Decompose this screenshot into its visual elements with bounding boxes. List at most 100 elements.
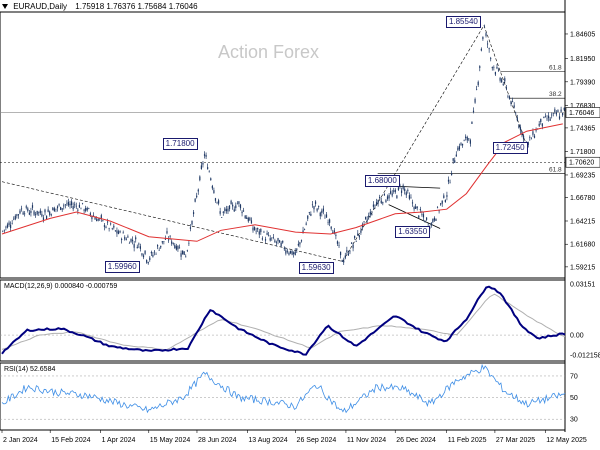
candle-body <box>138 243 140 245</box>
candle-body <box>329 219 331 223</box>
candle-body <box>189 227 192 229</box>
candle-body <box>197 189 199 192</box>
candle-body <box>232 204 234 207</box>
candle-body <box>365 217 367 219</box>
candle-body <box>253 227 256 231</box>
candle-body <box>486 43 489 45</box>
price-annotation-label: 1.85540 <box>445 16 481 29</box>
candle-body <box>35 214 37 216</box>
rsi-panel-frame <box>0 362 566 431</box>
candle-body <box>532 131 534 135</box>
current-price-tag-box <box>565 107 600 118</box>
x-tick-label: 11 Nov 2024 <box>347 437 386 444</box>
candle-body <box>3 229 5 231</box>
candle-body <box>385 200 387 203</box>
candle-body <box>451 173 453 176</box>
candle-body <box>424 221 426 223</box>
candle-body <box>257 227 259 230</box>
candle-body <box>185 256 187 258</box>
rsi-title: RSI(14) 52.6584 <box>4 366 55 373</box>
candle-body <box>133 244 135 248</box>
candle-body <box>117 231 120 234</box>
candle-body <box>96 219 98 222</box>
candle-body <box>239 204 242 209</box>
channel-top <box>395 185 441 189</box>
candle-body <box>289 250 292 254</box>
candle-body <box>546 118 548 120</box>
candle-body <box>504 78 506 82</box>
x-tick-label: 11 Feb 2025 <box>448 437 487 444</box>
rsi-tick-label: 70 <box>570 373 578 380</box>
candle-body <box>541 123 543 127</box>
candle-body <box>196 195 198 198</box>
candle-body <box>233 209 235 212</box>
candle-body <box>85 207 87 211</box>
candle-body <box>471 121 473 124</box>
candle-body <box>188 242 190 244</box>
candle-body <box>563 107 565 110</box>
candle-body <box>222 211 224 213</box>
candle-body <box>452 158 454 161</box>
candle-body <box>507 96 509 98</box>
candle-body <box>175 246 177 250</box>
candle-body <box>177 245 179 250</box>
candle-body <box>330 226 332 229</box>
candle-body <box>418 215 420 218</box>
candle-body <box>522 135 525 140</box>
candle-body <box>78 204 81 208</box>
macd-line <box>1 285 566 356</box>
candle-body <box>19 210 21 214</box>
x-tick-label: 2 Jan 2024 <box>3 437 38 444</box>
candle-body <box>157 245 159 247</box>
candle-body <box>413 207 415 210</box>
candle-body <box>64 204 66 206</box>
candle-body <box>283 248 285 250</box>
macd-tick-label: 0.03151 <box>570 282 595 289</box>
moving-average-line <box>1 123 563 242</box>
candle-body <box>468 138 470 140</box>
candle-body <box>144 250 146 254</box>
candle-body <box>457 147 459 151</box>
candle-body <box>178 247 181 249</box>
x-tick-label: 12 May 2025 <box>546 437 587 444</box>
candle-body <box>363 221 365 222</box>
candle-body <box>81 203 84 204</box>
candle-body <box>75 205 77 207</box>
candle-body <box>285 250 287 254</box>
menu-triangle-icon[interactable] <box>2 4 8 10</box>
candle-body <box>371 213 373 215</box>
candle-body <box>49 211 51 215</box>
candle-body <box>235 205 237 208</box>
price-tick-label: 1.59215 <box>570 264 595 271</box>
candle-body <box>293 252 295 254</box>
candle-body <box>529 137 531 138</box>
candle-body <box>496 66 498 69</box>
rsi-tick-label: 30 <box>570 417 578 424</box>
price-annotation-label: 1.63550 <box>395 226 431 239</box>
candle-body <box>508 97 511 99</box>
candle-body <box>382 202 384 204</box>
candle-body <box>38 211 40 213</box>
candle-body <box>461 143 464 146</box>
candle-body <box>316 208 318 211</box>
candle-body <box>27 208 29 211</box>
candle-body <box>52 207 54 211</box>
candle-body <box>444 199 446 203</box>
candle-body <box>6 224 9 228</box>
candle-body <box>454 160 456 163</box>
candle-body <box>393 190 395 192</box>
candle-body <box>203 154 206 156</box>
candle-body <box>147 262 149 264</box>
candle-body <box>552 113 554 114</box>
candle-body <box>474 99 476 103</box>
candle-body <box>128 243 131 244</box>
candle-body <box>150 251 152 254</box>
candle-body <box>324 217 326 219</box>
trend-line-down-2 <box>483 25 527 146</box>
candle-body <box>282 240 284 243</box>
candle-body <box>67 201 70 206</box>
candle-body <box>99 218 101 220</box>
candle-body <box>33 211 35 215</box>
candle-body <box>394 189 396 192</box>
candle-body <box>250 220 253 224</box>
